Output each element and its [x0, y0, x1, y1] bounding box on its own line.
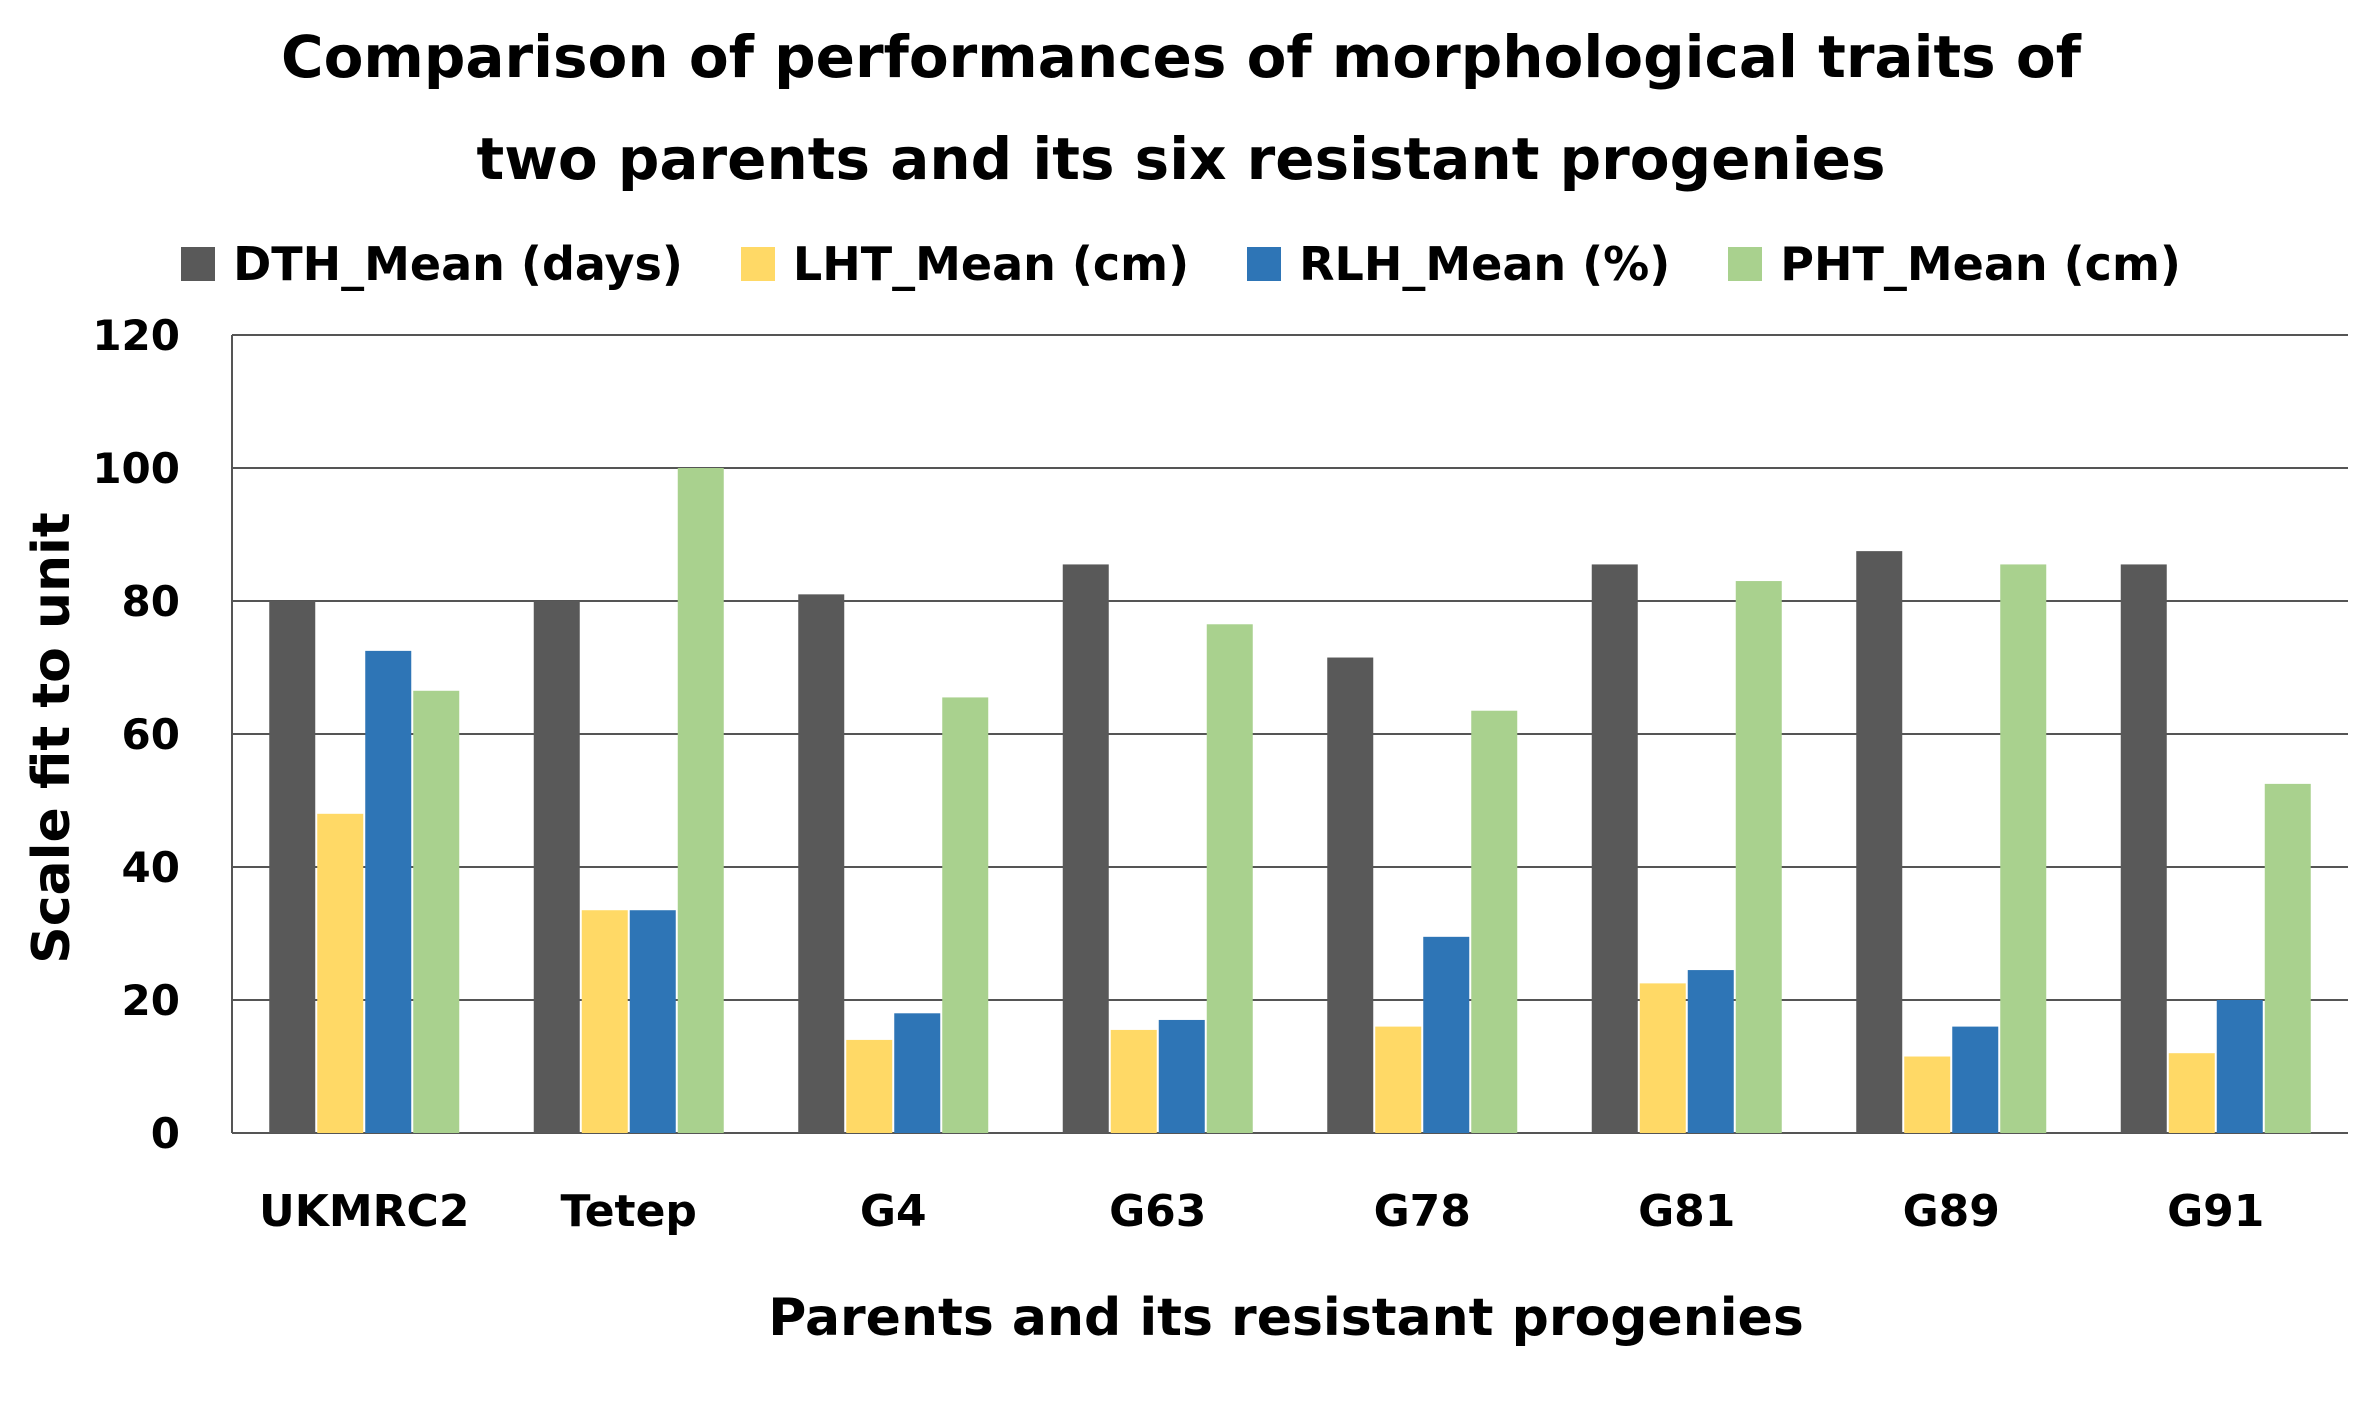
legend-label-pht: PHT_Mean (cm) — [1780, 237, 2181, 291]
y-tick-label: 120 — [92, 311, 180, 360]
x-tick-label-g4: G4 — [860, 1186, 927, 1237]
x-tick-label-g78: G78 — [1374, 1186, 1471, 1237]
legend-item-pht: PHT_Mean (cm) — [1728, 237, 2181, 291]
chart-title-line-2: two parents and its six resistant progen… — [476, 125, 1886, 193]
bar-g81-pht — [1735, 581, 1782, 1133]
bar-g91-rlh — [2216, 1000, 2263, 1133]
bar-g89-rlh — [1952, 1026, 1999, 1133]
legend-item-lht: LHT_Mean (cm) — [740, 237, 1190, 291]
legend-swatch-lht — [740, 247, 775, 281]
bar-g78-dth — [1327, 657, 1374, 1133]
bar-tetep-dth — [533, 601, 580, 1133]
legend-swatch-dth — [181, 247, 216, 281]
legend-label-rlh: RLH_Mean (%) — [1299, 237, 1671, 291]
chart-title: Comparison of performances of morphologi… — [0, 6, 2362, 210]
y-tick-label: 0 — [151, 1109, 180, 1158]
bar-g63-pht — [1206, 624, 1253, 1133]
bar-g78-pht — [1471, 710, 1518, 1133]
bar-ukmrc2-pht — [413, 690, 460, 1133]
chart-title-line-1: Comparison of performances of morphologi… — [281, 23, 2081, 91]
bar-tetep-lht — [581, 910, 628, 1133]
legend-item-dth: DTH_Mean (days) — [181, 237, 683, 291]
bar-g4-dth — [798, 594, 845, 1133]
y-tick-label: 80 — [122, 577, 180, 626]
y-tick-label: 20 — [122, 976, 180, 1025]
bar-g89-dth — [1856, 551, 1903, 1133]
bar-g63-rlh — [1158, 1019, 1205, 1133]
bar-ukmrc2-rlh — [365, 650, 412, 1133]
bar-g89-lht — [1904, 1056, 1951, 1133]
bar-g4-rlh — [894, 1013, 941, 1133]
bar-g63-lht — [1110, 1029, 1157, 1133]
bar-g91-pht — [2264, 783, 2311, 1133]
bar-g81-rlh — [1687, 970, 1734, 1133]
x-tick-label-tetep: Tetep — [561, 1186, 697, 1237]
x-tick-label-g63: G63 — [1109, 1186, 1206, 1237]
x-tick-label-ukmrc2: UKMRC2 — [259, 1186, 469, 1237]
bar-g63-dth — [1062, 564, 1109, 1133]
legend: DTH_Mean (days) LHT_Mean (cm) RLH_Mean (… — [0, 232, 2362, 296]
bar-tetep-rlh — [629, 910, 676, 1133]
bar-g4-pht — [942, 697, 989, 1133]
legend-swatch-rlh — [1247, 247, 1282, 281]
y-tick-label: 40 — [122, 843, 180, 892]
bar-g4-lht — [846, 1039, 893, 1133]
y-tick-label: 60 — [122, 710, 180, 759]
legend-label-lht: LHT_Mean (cm) — [792, 237, 1190, 291]
bar-g91-lht — [2168, 1053, 2215, 1133]
x-tick-label-g89: G89 — [1903, 1186, 2000, 1237]
bar-g91-dth — [2120, 564, 2167, 1133]
bar-g89-pht — [2000, 564, 2047, 1133]
x-tick-label-g81: G81 — [1638, 1186, 1735, 1237]
x-axis-title: Parents and its resistant progenies — [768, 1288, 1804, 1348]
bar-g78-lht — [1375, 1026, 1422, 1133]
legend-swatch-pht — [1728, 247, 1763, 281]
legend-label-dth: DTH_Mean (days) — [233, 237, 683, 291]
bar-tetep-pht — [677, 468, 724, 1133]
y-tick-label: 100 — [92, 444, 180, 493]
bar-ukmrc2-lht — [317, 813, 364, 1133]
bar-ukmrc2-dth — [269, 601, 316, 1133]
legend-item-rlh: RLH_Mean (%) — [1247, 237, 1670, 291]
bar-g78-rlh — [1423, 936, 1470, 1133]
x-tick-label-g91: G91 — [2167, 1186, 2264, 1237]
bar-g81-lht — [1639, 983, 1686, 1133]
bar-g81-dth — [1591, 564, 1638, 1133]
